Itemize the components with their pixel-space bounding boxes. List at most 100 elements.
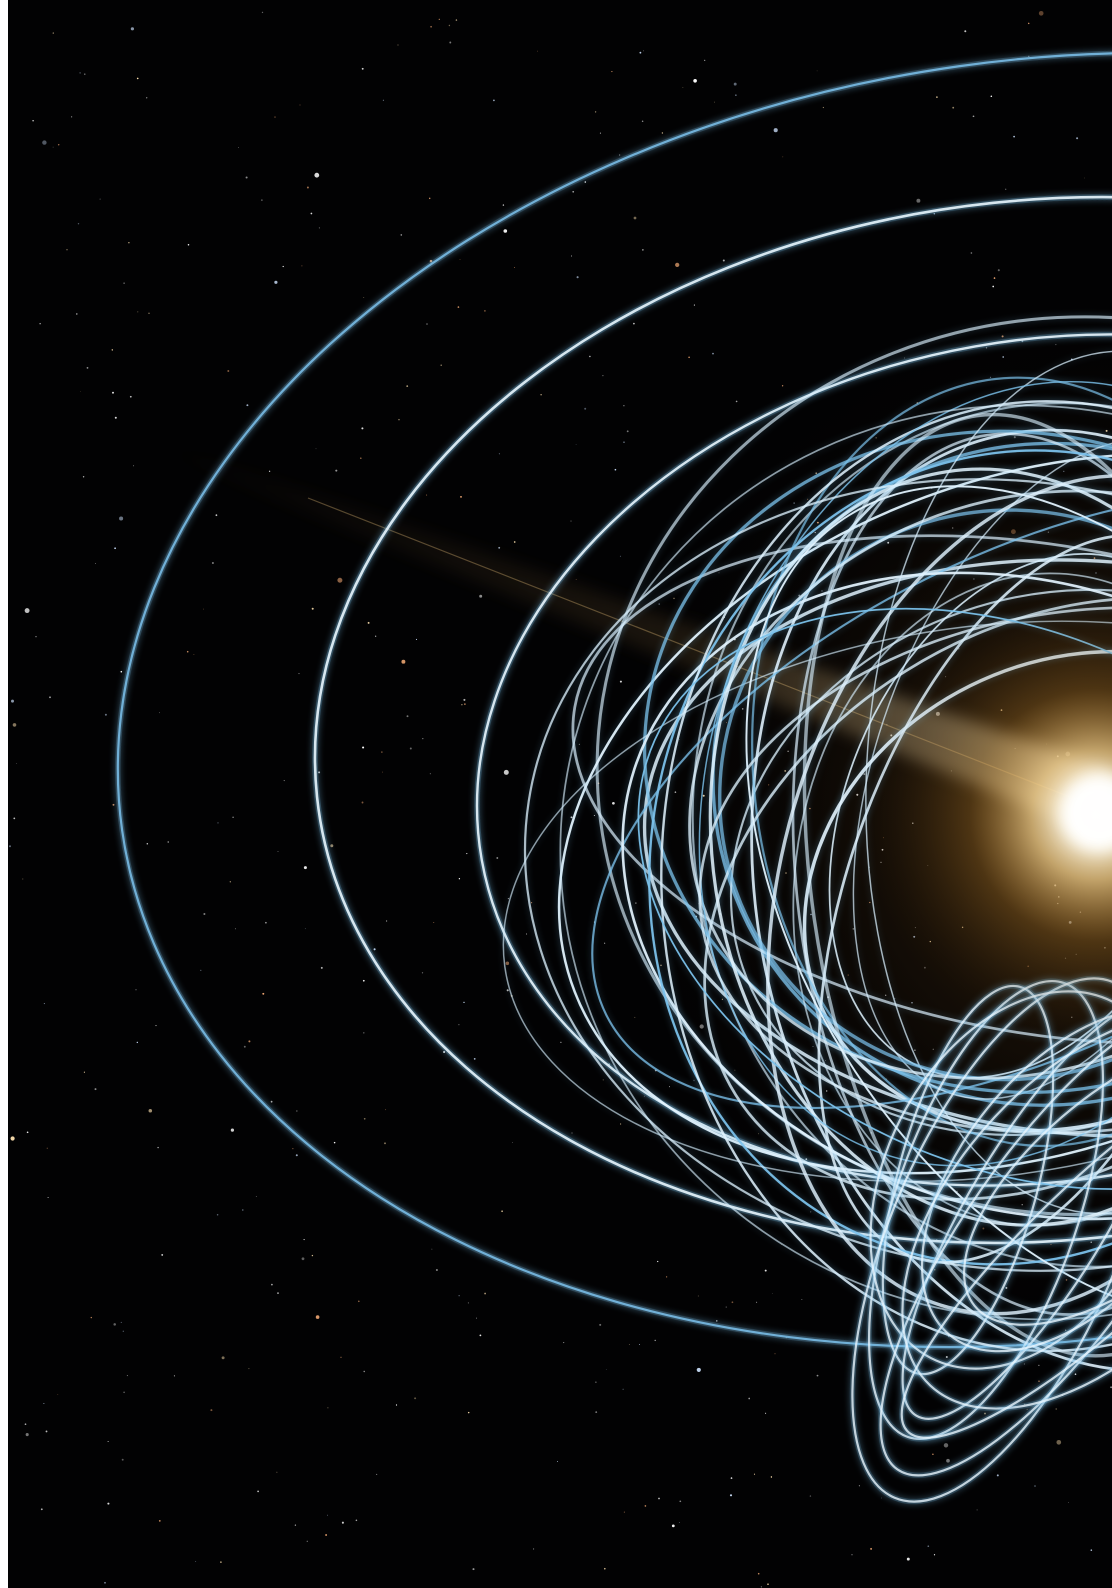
star-dot — [463, 698, 466, 701]
star-dot — [107, 1441, 109, 1442]
star-dot — [155, 1025, 157, 1027]
star-dot — [234, 928, 236, 930]
star-dot — [128, 242, 130, 244]
star-dot — [49, 696, 51, 699]
star-dot — [654, 1339, 656, 1342]
star-dot — [400, 234, 403, 236]
field-line-loop — [708, 467, 1112, 1227]
star-dot — [335, 469, 338, 472]
star-dot — [479, 594, 483, 598]
star-dot — [16, 763, 18, 764]
star-dot — [623, 405, 625, 407]
star-dot — [1038, 1380, 1040, 1382]
star-dot — [421, 972, 424, 974]
star-dot — [644, 1505, 647, 1507]
star-dot — [229, 881, 231, 883]
star-dot — [570, 520, 572, 522]
star-dot — [503, 229, 508, 233]
field-line-loop — [559, 404, 1112, 1321]
star-dot — [385, 1109, 387, 1111]
star-dot — [363, 1117, 366, 1120]
star-dot — [472, 1568, 475, 1571]
star-dot — [1090, 1549, 1093, 1551]
star-dot — [972, 115, 975, 118]
star-dot — [32, 119, 34, 122]
star-dot — [984, 1412, 986, 1415]
star-dot — [822, 106, 825, 109]
star-dot — [657, 1260, 659, 1263]
star-dot — [121, 1458, 124, 1461]
star-dot — [765, 1412, 767, 1414]
star-dot — [431, 1248, 433, 1250]
star-dot — [506, 989, 509, 992]
star-dot — [84, 73, 86, 75]
star-dot — [136, 77, 139, 80]
star-dot — [395, 1404, 398, 1406]
star-dot — [503, 769, 509, 775]
star-dot — [376, 1473, 378, 1475]
star-dot — [363, 297, 365, 298]
star-dot — [406, 715, 409, 718]
star-dot — [361, 67, 364, 70]
star-dot — [638, 1343, 641, 1346]
star-dot — [94, 1088, 97, 1091]
star-dot — [43, 1403, 45, 1405]
star-dot — [406, 385, 409, 387]
field-line-loop — [660, 400, 1112, 1353]
field-line-loop — [591, 490, 1112, 1110]
star-dot — [326, 1514, 328, 1516]
star-dot — [936, 96, 938, 98]
star-dot — [433, 922, 435, 923]
star-dot — [498, 453, 500, 455]
star-dot — [575, 443, 577, 445]
field-line-loop — [502, 620, 1112, 1183]
star-dot — [502, 204, 505, 206]
star-dot — [430, 25, 432, 28]
star-dot — [633, 322, 635, 325]
star-dot — [210, 1409, 213, 1412]
star-dot — [1005, 188, 1007, 190]
star-dot — [688, 356, 690, 359]
field-line-loop — [899, 1008, 1112, 1412]
star-dot — [211, 561, 214, 565]
field-line-loop — [729, 588, 1112, 1137]
star-dot — [858, 1485, 860, 1487]
star-dot — [622, 1388, 624, 1390]
star-dot — [1013, 135, 1015, 138]
star-dot — [679, 1500, 682, 1503]
star-dot — [373, 948, 376, 951]
star-dot — [363, 1032, 365, 1034]
star-dot — [618, 154, 621, 156]
star-dot — [457, 306, 460, 308]
star-dot — [575, 578, 577, 580]
star-dot — [851, 1554, 853, 1556]
star-dot — [540, 394, 542, 396]
star-dot — [303, 866, 307, 870]
star-dot — [265, 921, 267, 924]
star-dot — [243, 1045, 246, 1048]
star-dot — [114, 547, 116, 550]
star-dot — [1055, 1408, 1057, 1410]
star-dot — [186, 650, 189, 653]
star-dot — [484, 310, 486, 312]
star-dot — [46, 1147, 48, 1149]
star-dot — [696, 1367, 701, 1372]
star-dot — [498, 546, 501, 549]
star-dot — [513, 541, 516, 543]
star-dot — [731, 1301, 734, 1304]
star-dot — [440, 364, 442, 367]
star-dot — [173, 1375, 175, 1377]
star-dot — [361, 801, 364, 804]
star-dot — [120, 1321, 122, 1323]
star-dot — [146, 843, 149, 845]
star-dot — [90, 1316, 93, 1319]
star-dot — [735, 400, 738, 403]
star-dot — [748, 1397, 751, 1400]
star-dot — [296, 1110, 298, 1112]
star-dot — [916, 198, 921, 203]
field-line-loop — [849, 975, 1112, 1505]
star-dot — [318, 771, 321, 774]
field-line-loop — [899, 1039, 1112, 1441]
star-dot — [773, 128, 778, 133]
star-dot — [770, 1476, 773, 1478]
